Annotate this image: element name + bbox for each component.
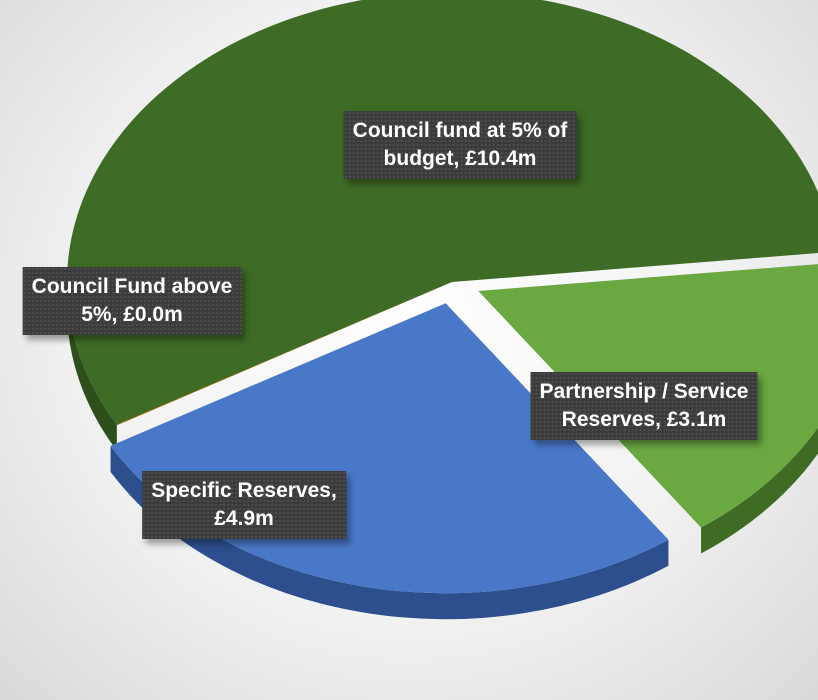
pie-slice <box>67 0 818 425</box>
data-label-line: budget, £10.4m <box>383 147 537 170</box>
data-label: Council fund at 5% of budget, £10.4m <box>343 111 577 179</box>
pie-slice-side <box>701 427 818 554</box>
pie-slice-side <box>67 282 117 451</box>
data-label: Specific Reserves, £4.9m <box>142 471 346 539</box>
pie-slice <box>116 282 453 426</box>
pie-slice-side <box>110 445 669 620</box>
data-label: Partnership / Service Reserves, £3.1m <box>530 372 758 440</box>
data-label-line: Council fund at 5% of <box>352 119 568 142</box>
data-label-line: Specific Reserves, <box>151 479 337 502</box>
data-label-line: £4.9m <box>214 507 274 530</box>
data-label-line: Council Fund above <box>31 275 233 298</box>
data-label-line: Partnership / Service <box>539 380 749 403</box>
data-label-line: Reserves, £3.1m <box>561 408 727 431</box>
data-label-line: 5%, £0.0m <box>81 303 183 326</box>
data-label: Council Fund above 5%, £0.0m <box>22 267 242 335</box>
